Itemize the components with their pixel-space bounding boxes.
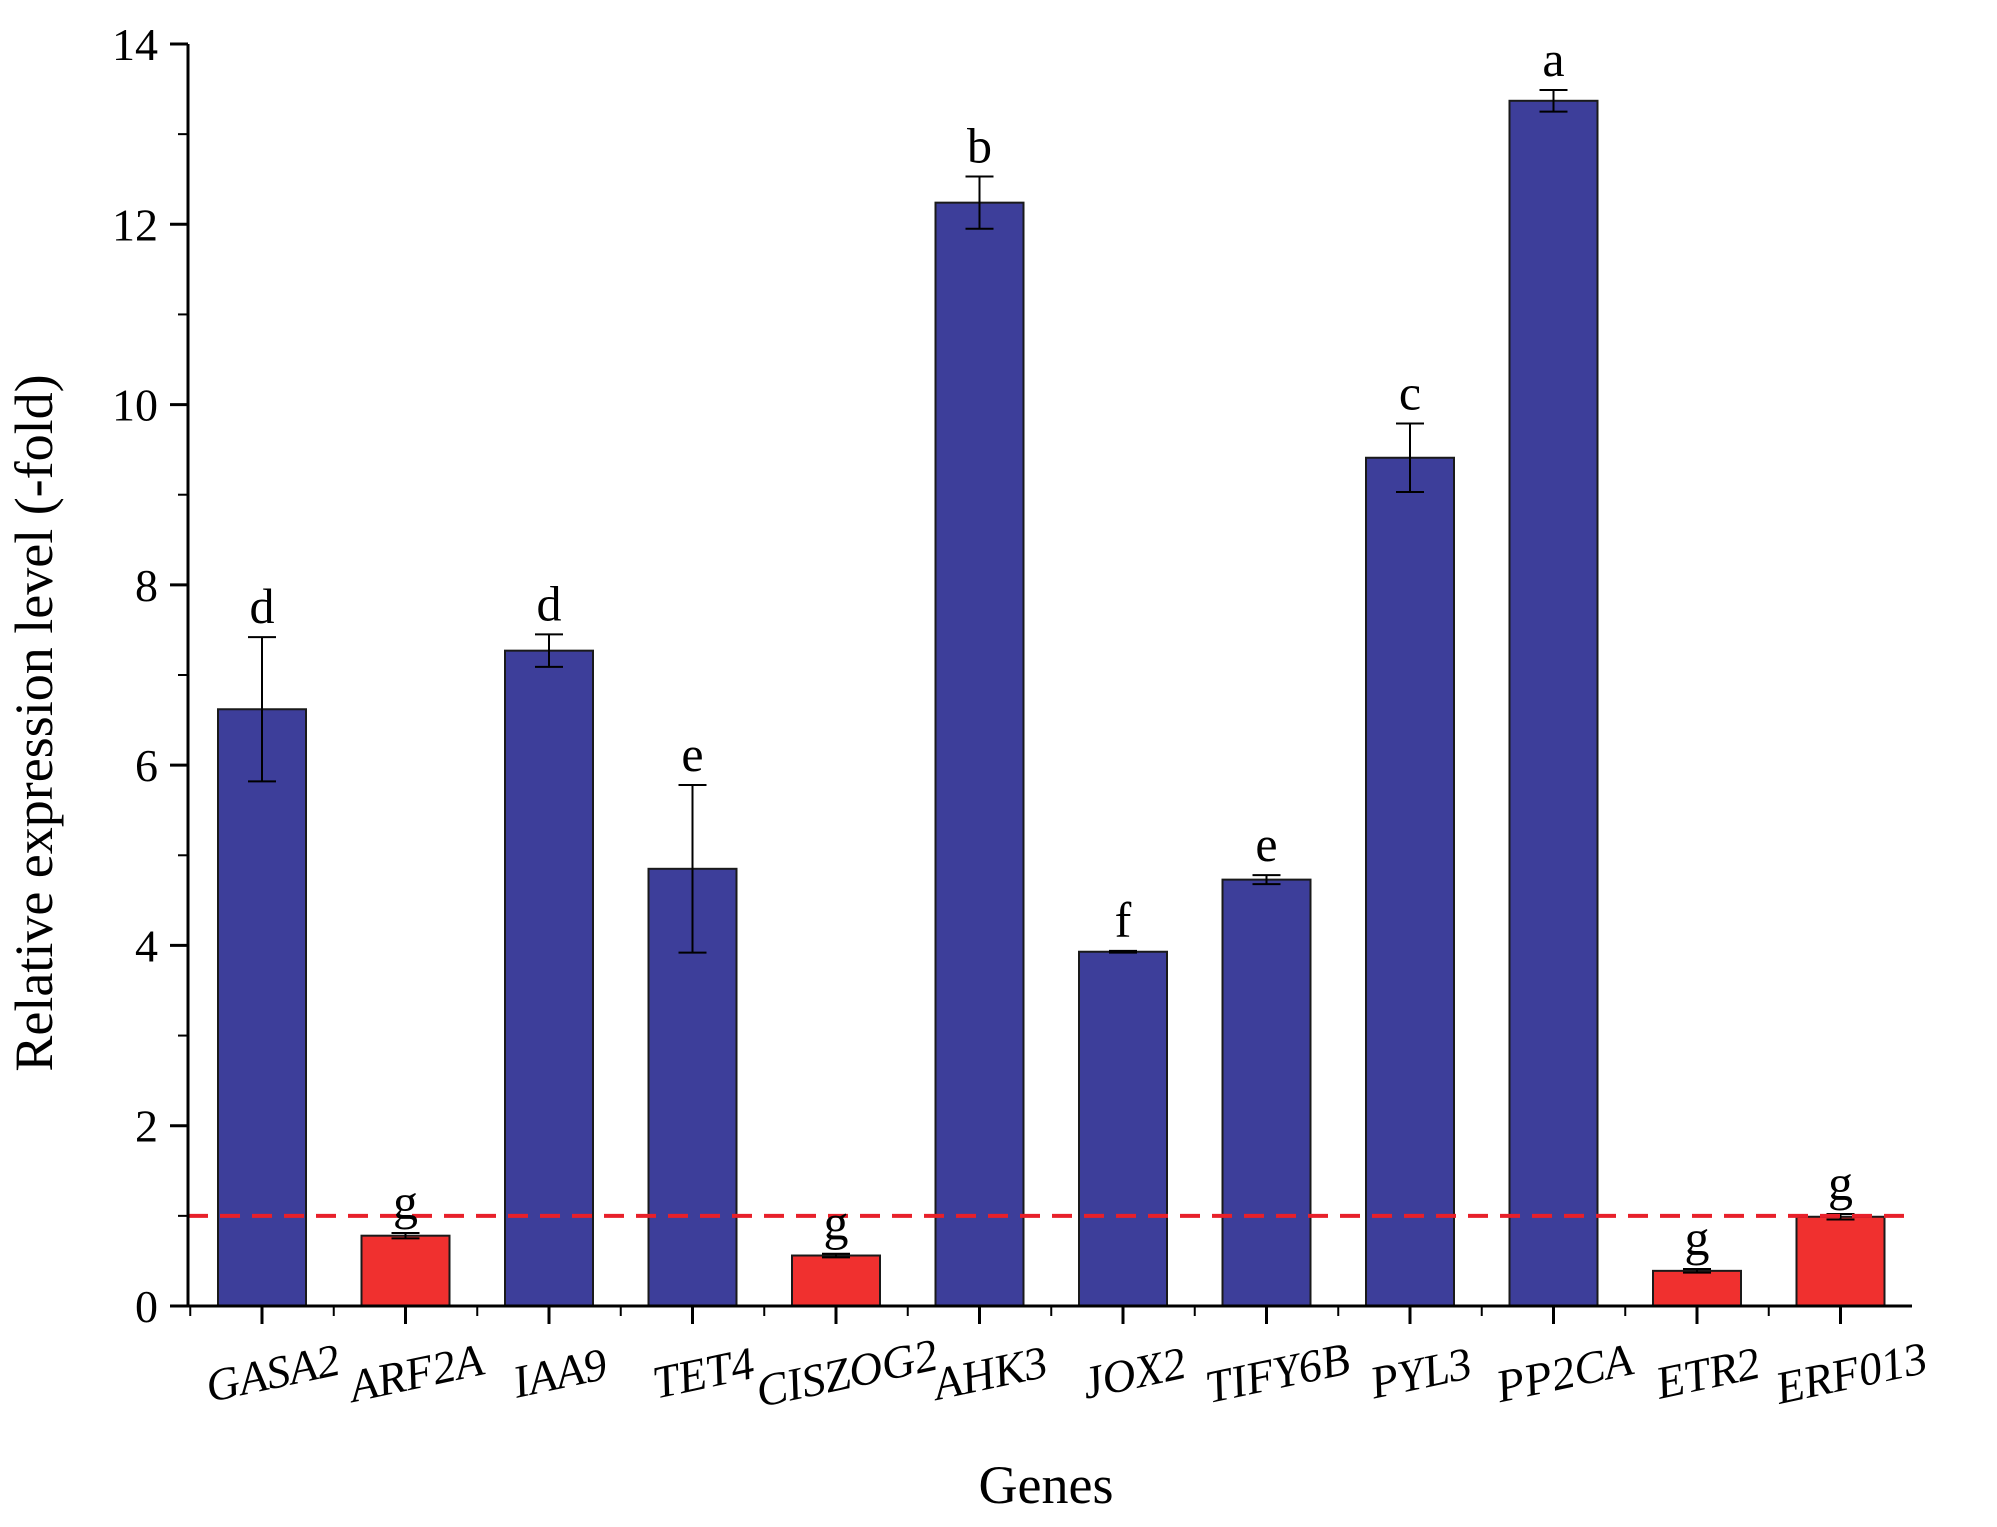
x-tick-label: GASA2 (201, 1334, 344, 1412)
y-axis-title: Relative expression level (-fold) (4, 374, 64, 1071)
bar-tify6b (1221, 878, 1312, 1307)
x-tick-label: ETR2 (1650, 1337, 1764, 1409)
significance-label: e (1255, 816, 1277, 872)
bar-pp2ca (1508, 99, 1599, 1307)
bar-erf013 (1795, 1215, 1886, 1307)
y-tick-label: 4 (135, 920, 158, 971)
y-tick-label: 10 (112, 380, 158, 431)
bar-etr2 (1652, 1269, 1742, 1307)
x-tick-label: JOX2 (1077, 1337, 1190, 1409)
x-tick-label: TET4 (648, 1337, 759, 1408)
bar-ciszog2 (791, 1254, 881, 1308)
y-tick-label: 14 (112, 19, 158, 70)
x-tick-label: IAA9 (507, 1338, 611, 1408)
x-tick-label: PYL3 (1364, 1337, 1476, 1408)
x-tick-label: ARF2A (342, 1334, 489, 1413)
bar-arf2a (360, 1234, 451, 1308)
significance-label: g (393, 1174, 418, 1230)
x-tick-label: ERF013 (1770, 1332, 1932, 1414)
bar-gasa2 (217, 708, 307, 1307)
y-tick-label: 6 (135, 740, 158, 791)
significance-label: d (537, 575, 562, 631)
x-tick-label: AHK3 (926, 1336, 1052, 1410)
bars-layer (217, 99, 1886, 1308)
y-tick-label: 2 (135, 1101, 158, 1152)
significance-label: b (967, 118, 992, 174)
bar-iaa9 (504, 649, 594, 1307)
error-bars-layer (248, 88, 1855, 1274)
significance-label: a (1542, 31, 1564, 87)
bar-ahk3 (934, 201, 1025, 1307)
significance-label: e (681, 726, 703, 782)
significance-label: f (1115, 892, 1132, 948)
x-tick-label: TIFY6B (1201, 1333, 1354, 1413)
axes-layer (170, 42, 1912, 1324)
y-tick-label: 8 (135, 560, 158, 611)
y-tick-label: 12 (112, 199, 158, 250)
y-tick-label: 0 (135, 1281, 158, 1332)
significance-label: g (824, 1195, 849, 1251)
x-tick-label: PP2CA (1491, 1333, 1638, 1412)
x-tick-label: CISZOG2 (751, 1329, 942, 1417)
significance-label: g (1828, 1155, 1853, 1211)
significance-label: c (1399, 365, 1421, 421)
bar-jox2 (1078, 950, 1168, 1307)
significance-label: d (250, 578, 275, 634)
significance-label: g (1685, 1210, 1710, 1266)
bar-pyl3 (1365, 456, 1455, 1307)
x-axis-title: Genes (979, 1455, 1114, 1515)
